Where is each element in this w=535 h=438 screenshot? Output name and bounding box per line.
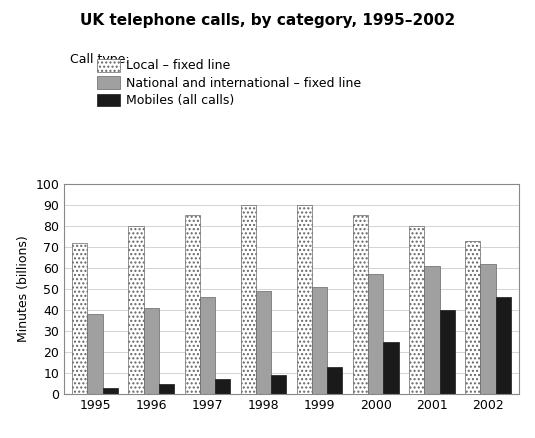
Bar <box>327 367 342 394</box>
Bar <box>159 384 174 394</box>
Bar <box>297 205 312 394</box>
Text: UK telephone calls, by category, 1995–2002: UK telephone calls, by category, 1995–20… <box>80 13 455 28</box>
Bar <box>495 297 511 394</box>
Bar <box>241 205 256 394</box>
Bar <box>271 375 286 394</box>
Y-axis label: Minutes (billions): Minutes (billions) <box>17 236 30 343</box>
Bar <box>215 379 230 394</box>
Bar <box>200 297 215 394</box>
Bar <box>185 215 200 394</box>
Bar <box>384 342 399 394</box>
Bar <box>128 226 143 394</box>
Bar <box>409 226 424 394</box>
Bar <box>465 241 480 394</box>
Bar <box>480 264 495 394</box>
Bar <box>440 310 455 394</box>
Bar <box>143 308 159 394</box>
Bar <box>312 287 327 394</box>
Bar <box>368 274 384 394</box>
Legend: Local – fixed line, National and international – fixed line, Mobiles (all calls): Local – fixed line, National and interna… <box>97 59 361 107</box>
Bar <box>353 215 368 394</box>
Bar <box>103 388 118 394</box>
Text: Call type:: Call type: <box>70 53 129 66</box>
Bar <box>88 314 103 394</box>
Bar <box>256 291 271 394</box>
Bar <box>72 243 88 394</box>
Bar <box>424 266 440 394</box>
